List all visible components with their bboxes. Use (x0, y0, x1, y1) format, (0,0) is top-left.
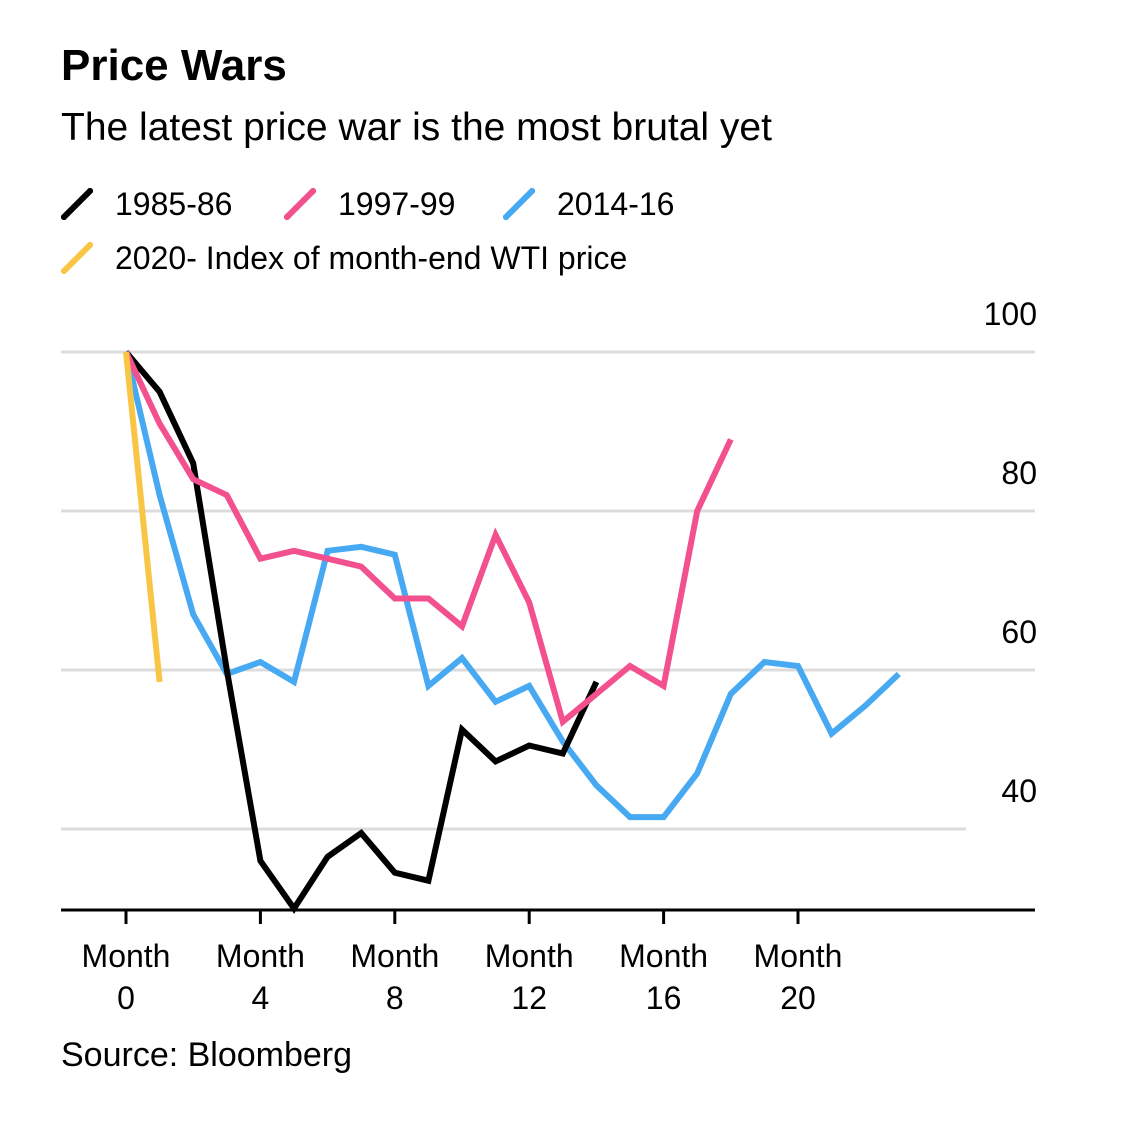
legend-swatch-icon (61, 188, 93, 220)
y-tick-label: 80 (1001, 455, 1037, 491)
chart-title: Price Wars (61, 41, 287, 90)
y-tick-label: 100 (984, 296, 1037, 332)
legend-item-1997-99: 1997-99 (284, 188, 455, 220)
x-tick-label: 20 (780, 980, 816, 1016)
legend-label: 2014-16 (557, 186, 675, 222)
series-line-2020 (123, 351, 163, 683)
chart-subtitle: The latest price war is the most brutal … (61, 106, 772, 149)
x-tick-label: 12 (511, 980, 547, 1016)
x-tick-label: Month (754, 938, 843, 974)
y-tick-label: 60 (1001, 614, 1037, 650)
source-note: Source: Bloomberg (61, 1036, 353, 1074)
legend-item-2014-16: 2014-16 (503, 188, 674, 220)
legend-swatch-icon (284, 188, 316, 220)
legend-swatch-icon (503, 188, 535, 220)
x-tick-label: Month (350, 938, 439, 974)
x-tick-label: 16 (646, 980, 682, 1016)
legend-item-1985-86: 1985-86 (61, 188, 232, 220)
x-tick-label: 0 (117, 980, 135, 1016)
legend-item-2020: 2020- Index of month-end WTI price (61, 242, 627, 274)
legend-label: 2020- Index of month-end WTI price (115, 240, 628, 276)
y-tick-label: 40 (1001, 773, 1037, 809)
x-tick-label: Month (82, 938, 171, 974)
x-tick-label: Month (619, 938, 708, 974)
x-tick-label: Month (485, 938, 574, 974)
legend-label: 1997-99 (338, 186, 456, 222)
x-tick-label: 4 (252, 980, 270, 1016)
x-tick-label: Month (216, 938, 305, 974)
legend-swatch-icon (61, 242, 93, 274)
series-line-1985-86 (123, 350, 600, 914)
series-line-2014-16 (123, 351, 901, 821)
x-tick-label: 8 (386, 980, 404, 1016)
series-line-1997-99 (123, 350, 734, 727)
legend-label: 1985-86 (115, 186, 233, 222)
